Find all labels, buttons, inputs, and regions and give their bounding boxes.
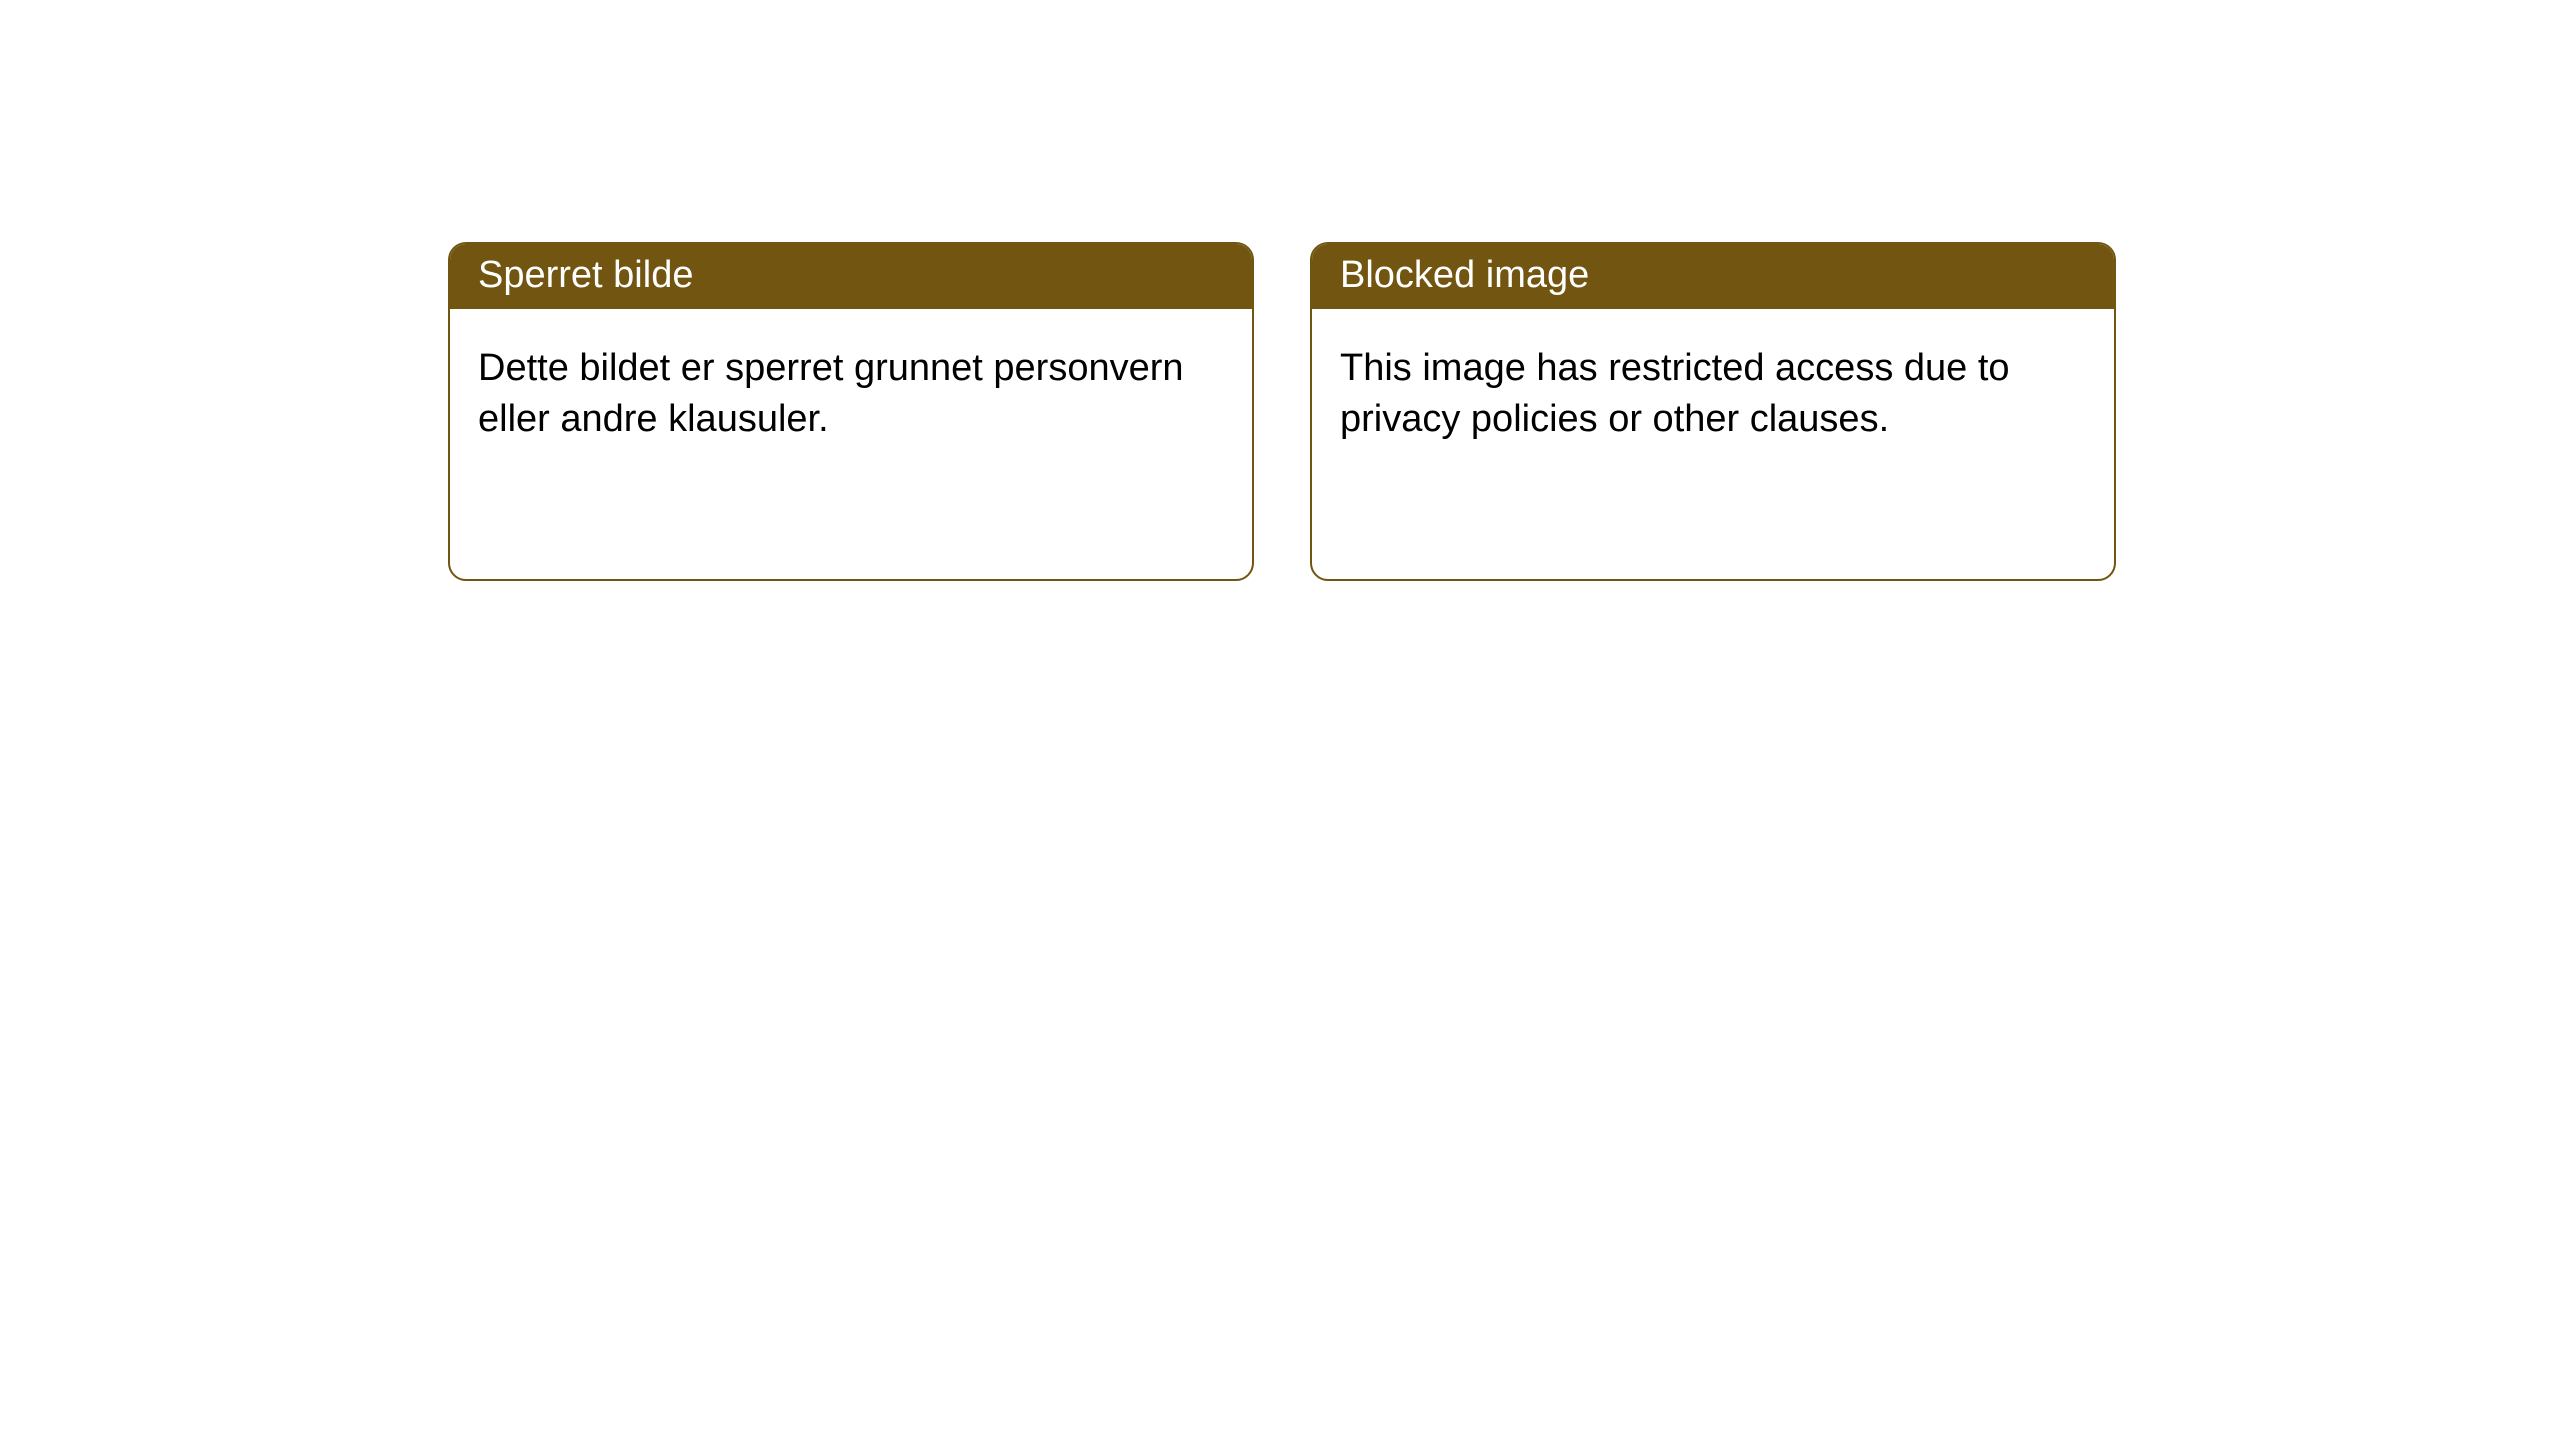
notice-body: This image has restricted access due to … bbox=[1312, 309, 2114, 579]
notice-card-english: Blocked image This image has restricted … bbox=[1310, 242, 2116, 581]
notice-body: Dette bildet er sperret grunnet personve… bbox=[450, 309, 1252, 579]
notice-body-text: Dette bildet er sperret grunnet personve… bbox=[478, 347, 1184, 440]
notice-container: Sperret bilde Dette bildet er sperret gr… bbox=[0, 0, 2560, 581]
notice-title: Sperret bilde bbox=[478, 254, 693, 296]
notice-header: Blocked image bbox=[1312, 244, 2114, 309]
notice-header: Sperret bilde bbox=[450, 244, 1252, 309]
notice-body-text: This image has restricted access due to … bbox=[1340, 347, 2010, 440]
notice-card-norwegian: Sperret bilde Dette bildet er sperret gr… bbox=[448, 242, 1254, 581]
notice-title: Blocked image bbox=[1340, 254, 1589, 296]
